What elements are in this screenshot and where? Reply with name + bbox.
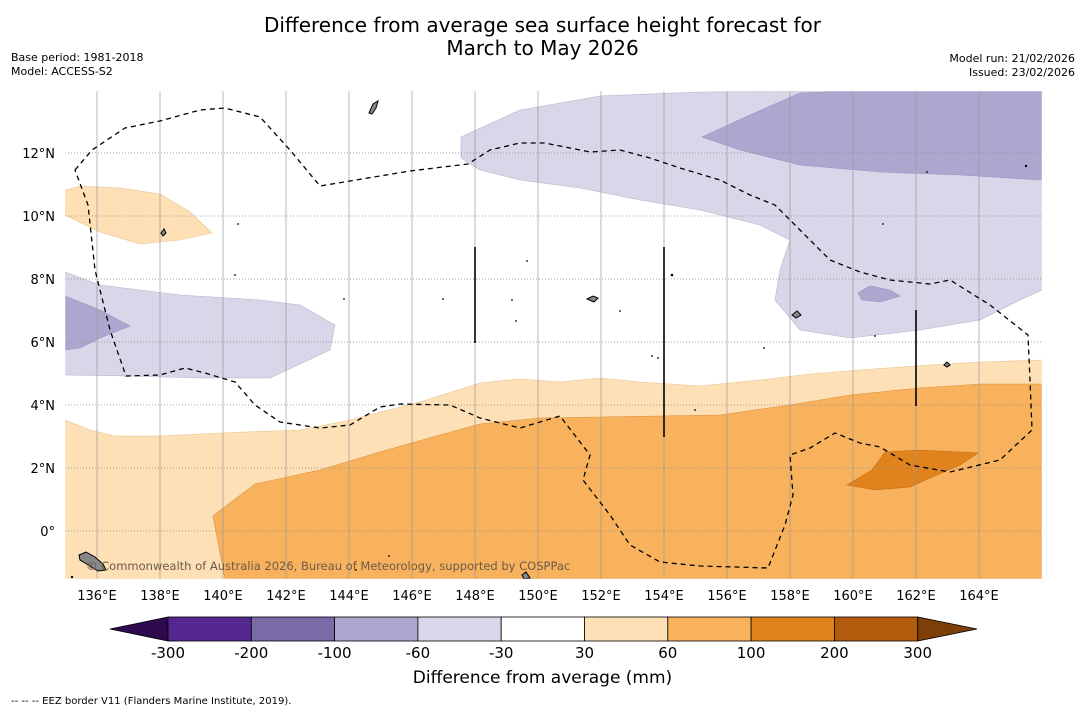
- lon-label-152e: 152°E: [581, 589, 621, 604]
- island-pohnpei: [791, 310, 802, 319]
- lon-label-162e: 162°E: [896, 589, 936, 604]
- colorbar-tick-label: 100: [737, 644, 766, 662]
- lat-axis-labels: 12°N 10°N 8°N 6°N 4°N 2°N 0°: [22, 147, 55, 540]
- copyright-credit: © Commonwealth of Australia 2026, Bureau…: [86, 559, 570, 573]
- contour-pos30-northwest: [65, 185, 213, 245]
- colorbar-bin: [250, 616, 336, 642]
- title-line-2: March to May 2026: [446, 36, 639, 60]
- colorbar-bin: [834, 616, 919, 642]
- contour-pos100-patch: [846, 449, 979, 491]
- lon-label-140e: 140°E: [203, 589, 243, 604]
- colorbar-tick-label: 60: [658, 644, 677, 662]
- model-run: Model run: 21/02/2026: [949, 52, 1075, 65]
- base-period: Base period: 1981-2018: [11, 51, 144, 64]
- model-name: Model: ACCESS-S2: [11, 65, 113, 78]
- colorbar-bin: [334, 616, 419, 642]
- contour-neg100-west: [65, 295, 131, 351]
- island-west: [78, 551, 107, 572]
- colorbar-tick-label: 200: [820, 644, 849, 662]
- colorbar: -300 -200 -100 -60 -30 30 60 100 200 300: [109, 616, 978, 662]
- atoll-dots: [70, 164, 1028, 579]
- lon-label-142e: 142°E: [266, 589, 306, 604]
- lat-label-12n: 12°N: [22, 147, 55, 162]
- colorbar-tick-label: -30: [489, 644, 514, 662]
- lon-label-158e: 158°E: [770, 589, 810, 604]
- chart-title: Difference from average sea surface heig…: [0, 14, 1085, 60]
- colorbar-bin: [584, 616, 669, 642]
- lon-label-156e: 156°E: [707, 589, 747, 604]
- contour-neg60-west: [65, 271, 336, 379]
- colorbar-tick-label: -60: [406, 644, 431, 662]
- issued-date: Issued: 23/02/2026: [968, 66, 1075, 79]
- island-chuuk: [585, 295, 599, 303]
- colorbar-bin: [417, 616, 502, 642]
- meta-right: Model run: 21/02/2026 Issued: 23/02/2026: [949, 52, 1075, 80]
- meta-left: Base period: 1981-2018 Model: ACCESS-S2: [11, 51, 143, 79]
- lon-label-138e: 138°E: [140, 589, 180, 604]
- lon-label-160e: 160°E: [833, 589, 873, 604]
- contour-neg100-north: [701, 91, 1042, 181]
- marker-lines: [474, 247, 917, 437]
- lat-label-6n: 6°N: [31, 336, 56, 351]
- colorbar-bin: [750, 616, 835, 642]
- lon-label-154e: 154°E: [644, 589, 684, 604]
- colorbar-extend-high: [917, 616, 978, 642]
- lat-label-8n: 8°N: [31, 273, 56, 288]
- colorbar-tick-label: -300: [151, 644, 185, 662]
- colorbar-bin: [667, 616, 752, 642]
- lon-label-164e: 164°E: [959, 589, 999, 604]
- lat-label-4n: 4°N: [31, 399, 56, 414]
- island-yap: [160, 228, 167, 237]
- map-frame: [64, 90, 1043, 580]
- lat-label-2n: 2°N: [31, 462, 56, 477]
- lon-axis-labels: 136°E 138°E 140°E 142°E 144°E 146°E 148°…: [77, 589, 999, 604]
- lon-label-150e: 150°E: [518, 589, 558, 604]
- lon-label-148e: 148°E: [455, 589, 495, 604]
- islands: [78, 99, 951, 579]
- colorbar-extend-low: [109, 616, 169, 642]
- title-line-1: Difference from average sea surface heig…: [263, 13, 822, 37]
- lat-gridlines: [65, 152, 1042, 532]
- eez-footnote: -- -- -- EEZ border V11 (Flanders Marine…: [11, 696, 292, 707]
- lat-label-10n: 10°N: [22, 210, 55, 225]
- colorbar-title: Difference from average (mm): [412, 668, 673, 688]
- colorbar-tick-label: 30: [575, 644, 594, 662]
- colorbar-tick-label: -100: [318, 644, 352, 662]
- island-guam: [368, 99, 379, 115]
- contour-neg100-small: [857, 285, 901, 303]
- island-kosrae: [943, 361, 951, 368]
- colorbar-tick-label: 300: [903, 644, 932, 662]
- island-south: [521, 571, 531, 579]
- colorbar-bin: [167, 616, 252, 642]
- lon-label-144e: 144°E: [329, 589, 369, 604]
- colorbar-tick-label: -200: [234, 644, 268, 662]
- colorbar-bin: [500, 616, 585, 642]
- eez-border: [74, 107, 1033, 569]
- lat-label-0: 0°: [40, 525, 55, 540]
- lon-label-146e: 146°E: [392, 589, 432, 604]
- lon-label-136e: 136°E: [77, 589, 117, 604]
- map-area: © Commonwealth of Australia 2026, Bureau…: [65, 91, 1042, 579]
